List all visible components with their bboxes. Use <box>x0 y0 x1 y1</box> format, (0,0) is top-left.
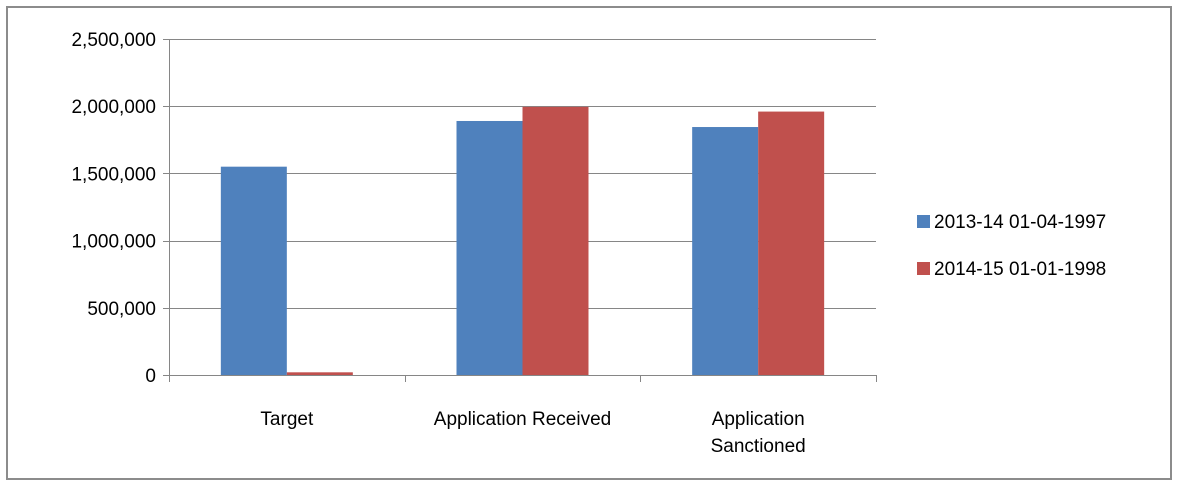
legend-label: 2014-15 01-01-1998 <box>934 259 1106 280</box>
y-tick-label: 1,000,000 <box>71 232 156 253</box>
bar <box>286 372 353 375</box>
chart-frame <box>6 6 1172 480</box>
y-tick-label: 500,000 <box>87 299 156 320</box>
bar <box>220 166 287 375</box>
legend-label: 2013-14 01-04-1997 <box>934 212 1106 233</box>
legend-swatch <box>917 215 930 228</box>
bar <box>456 120 523 375</box>
legend-swatch <box>917 262 930 275</box>
bar <box>522 106 589 375</box>
y-tick-label: 1,500,000 <box>71 164 156 185</box>
y-tick-label: 2,000,000 <box>71 97 156 118</box>
axes <box>163 39 877 382</box>
y-tick-label: 0 <box>145 366 156 387</box>
y-tick-label: 2,500,000 <box>71 30 156 51</box>
x-category-label: Sanctioned <box>711 436 806 457</box>
legend-item: 2013-14 01-04-1997 <box>917 212 1106 233</box>
legend-item: 2014-15 01-01-1998 <box>917 259 1106 280</box>
bar <box>758 111 825 376</box>
bars <box>220 106 825 376</box>
legend: 2013-14 01-04-1997 2014-15 01-01-1998 <box>917 212 1106 280</box>
bar <box>692 127 759 375</box>
x-category-label: Target <box>260 409 314 430</box>
y-axis-tick-labels: 0 500,000 1,000,000 1,500,000 2,000,000 2,500… <box>71 30 156 387</box>
x-category-label: Application <box>712 409 805 430</box>
x-axis-category-labels: Target Application Received Application San… <box>260 409 805 457</box>
x-category-label: Application Received <box>434 409 611 430</box>
